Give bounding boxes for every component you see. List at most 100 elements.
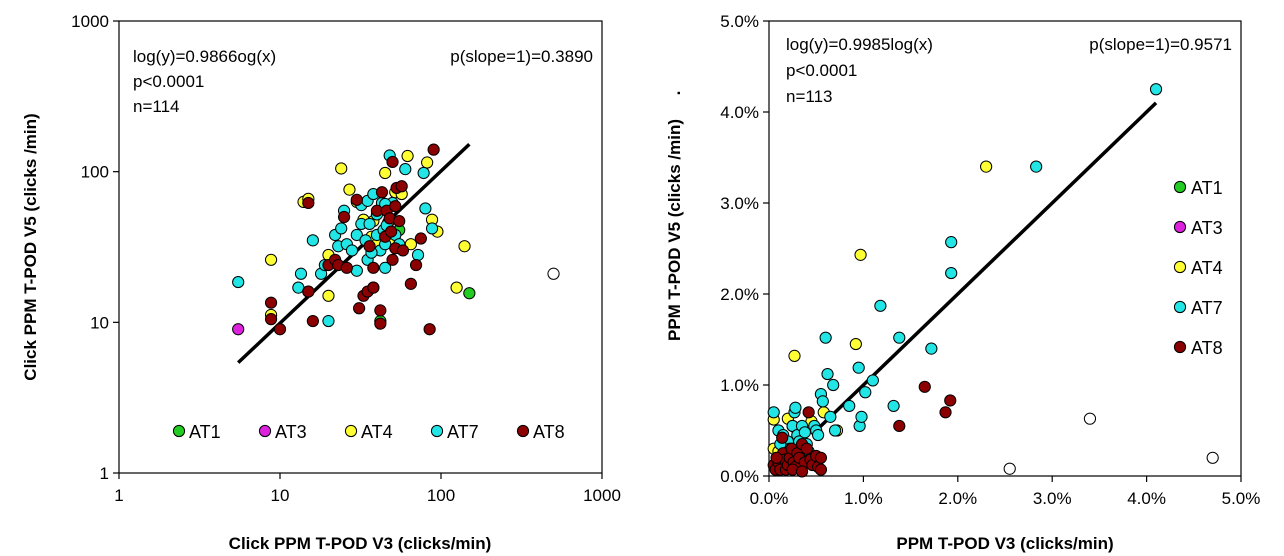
legend-marker-at8: [516, 424, 530, 438]
point-at8: [385, 225, 398, 238]
y-tick-label: 2.0%: [720, 285, 759, 304]
x-tick-label: 4.0%: [1127, 489, 1166, 508]
point-at7: [363, 217, 376, 231]
point-at8: [367, 261, 380, 274]
x-tick-label: 5.0%: [1222, 489, 1261, 508]
point-at7: [350, 264, 363, 277]
point-at4: [401, 149, 414, 163]
point-at8: [386, 155, 399, 169]
point-at7: [1030, 160, 1043, 173]
point-at4: [379, 166, 392, 180]
point-at1: [463, 287, 476, 300]
point-at7: [819, 331, 832, 344]
point-at7: [852, 361, 865, 374]
point-at8: [944, 394, 957, 407]
point-at7: [855, 410, 868, 423]
left-p-value-annotation: p<0.0001: [133, 72, 204, 91]
y-tick-label: 1: [100, 464, 109, 483]
point-at7: [945, 236, 958, 249]
point-at8: [918, 380, 931, 393]
point-outlier: [1206, 451, 1219, 464]
point-at7: [827, 378, 840, 392]
right-x-axis-label: PPM T-POD V3 (clicks/min): [896, 534, 1113, 553]
right-data-points: [767, 83, 1219, 478]
point-at8: [423, 323, 436, 336]
right-plot-area: [768, 20, 1242, 477]
point-at7: [843, 399, 856, 413]
point-at8: [337, 210, 351, 224]
x-tick-label: 1000: [583, 486, 621, 505]
point-at4: [421, 156, 434, 169]
point-at8: [404, 277, 417, 290]
point-at8: [374, 304, 387, 317]
legend-marker-at8: [1173, 340, 1187, 354]
right-y-axis-label-suffix: .: [665, 91, 684, 96]
point-at4: [450, 281, 463, 294]
point-at7: [821, 367, 834, 381]
point-at8: [375, 186, 389, 199]
legend-marker-at3: [1173, 220, 1187, 234]
point-at7: [925, 342, 938, 355]
point-at8: [427, 143, 440, 156]
x-tick-label: 10: [271, 486, 290, 505]
right-scatter-chart: 0.0% 1.0% 2.0% 3.0% 4.0% 5.0% 0.0% 1.0% 2.0% 3.0%…: [665, 12, 1260, 553]
point-at7: [306, 234, 319, 247]
x-tick-label: 0.0%: [750, 489, 789, 508]
point-outlier: [1003, 462, 1016, 475]
legend-label-at7: AT7: [1191, 298, 1223, 318]
legend-label-at7: AT7: [447, 422, 479, 442]
right-axis-ticks: 0.0% 1.0% 2.0% 3.0% 4.0% 5.0% 0.0% 1.0% 2.0% 3.0%…: [720, 12, 1260, 508]
point-at8: [302, 285, 315, 298]
point-at8: [893, 419, 906, 433]
point-at7: [887, 399, 900, 413]
right-slope-test-annotation: p(slope=1)=0.9571: [1089, 35, 1232, 54]
y-tick-label: 5.0%: [720, 12, 759, 31]
legend-label-at1: AT1: [189, 422, 221, 442]
point-at8: [393, 214, 406, 228]
legend-marker-at3: [258, 424, 272, 438]
y-tick-label: 4.0%: [720, 103, 759, 122]
point-at7: [425, 222, 439, 235]
point-at7: [419, 202, 432, 215]
left-y-axis-label: Click PPM T-POD V5 (clicks /min): [21, 113, 40, 380]
point-at8: [350, 193, 363, 206]
point-at8: [367, 281, 380, 294]
point-at4: [788, 349, 801, 362]
legend-label-at8: AT8: [533, 422, 565, 442]
point-at4: [264, 253, 278, 266]
point-at8: [795, 465, 809, 478]
point-at7: [859, 386, 872, 399]
legend-marker-at7: [1173, 300, 1187, 314]
x-tick-label: 3.0%: [1033, 489, 1072, 508]
point-at8: [776, 431, 789, 444]
right-n-annotation: n=113: [786, 87, 832, 106]
right-legend: AT1 AT3 AT4 AT7 AT8: [1173, 178, 1223, 358]
legend-marker-at4: [1173, 260, 1187, 274]
left-plot-area: [118, 20, 603, 474]
point-at8: [395, 180, 408, 193]
point-at8: [264, 296, 278, 309]
left-equation-annotation: log(y)=0.9866og(x): [133, 47, 276, 66]
point-at8: [302, 196, 315, 210]
point-at7: [345, 244, 359, 257]
left-slope-test-annotation: p(slope=1)=0.3890: [450, 47, 593, 66]
legend-marker-at4: [344, 424, 358, 438]
point-at4: [849, 337, 862, 351]
right-equation-annotation: log(y)=0.9985log(x): [786, 35, 933, 54]
point-at4: [343, 183, 356, 196]
point-at4: [335, 162, 348, 175]
point-at7: [1149, 83, 1163, 96]
point-at8: [353, 302, 366, 315]
point-at7: [824, 410, 837, 423]
point-at7: [335, 222, 348, 235]
point-at8: [264, 313, 278, 326]
point-at8: [414, 232, 427, 245]
x-tick-label: 100: [427, 486, 455, 505]
y-tick-label: 1000: [71, 12, 109, 31]
y-tick-label: 1.0%: [720, 376, 759, 395]
point-at4: [980, 160, 993, 173]
point-at7: [874, 299, 887, 312]
point-at8: [814, 463, 828, 476]
